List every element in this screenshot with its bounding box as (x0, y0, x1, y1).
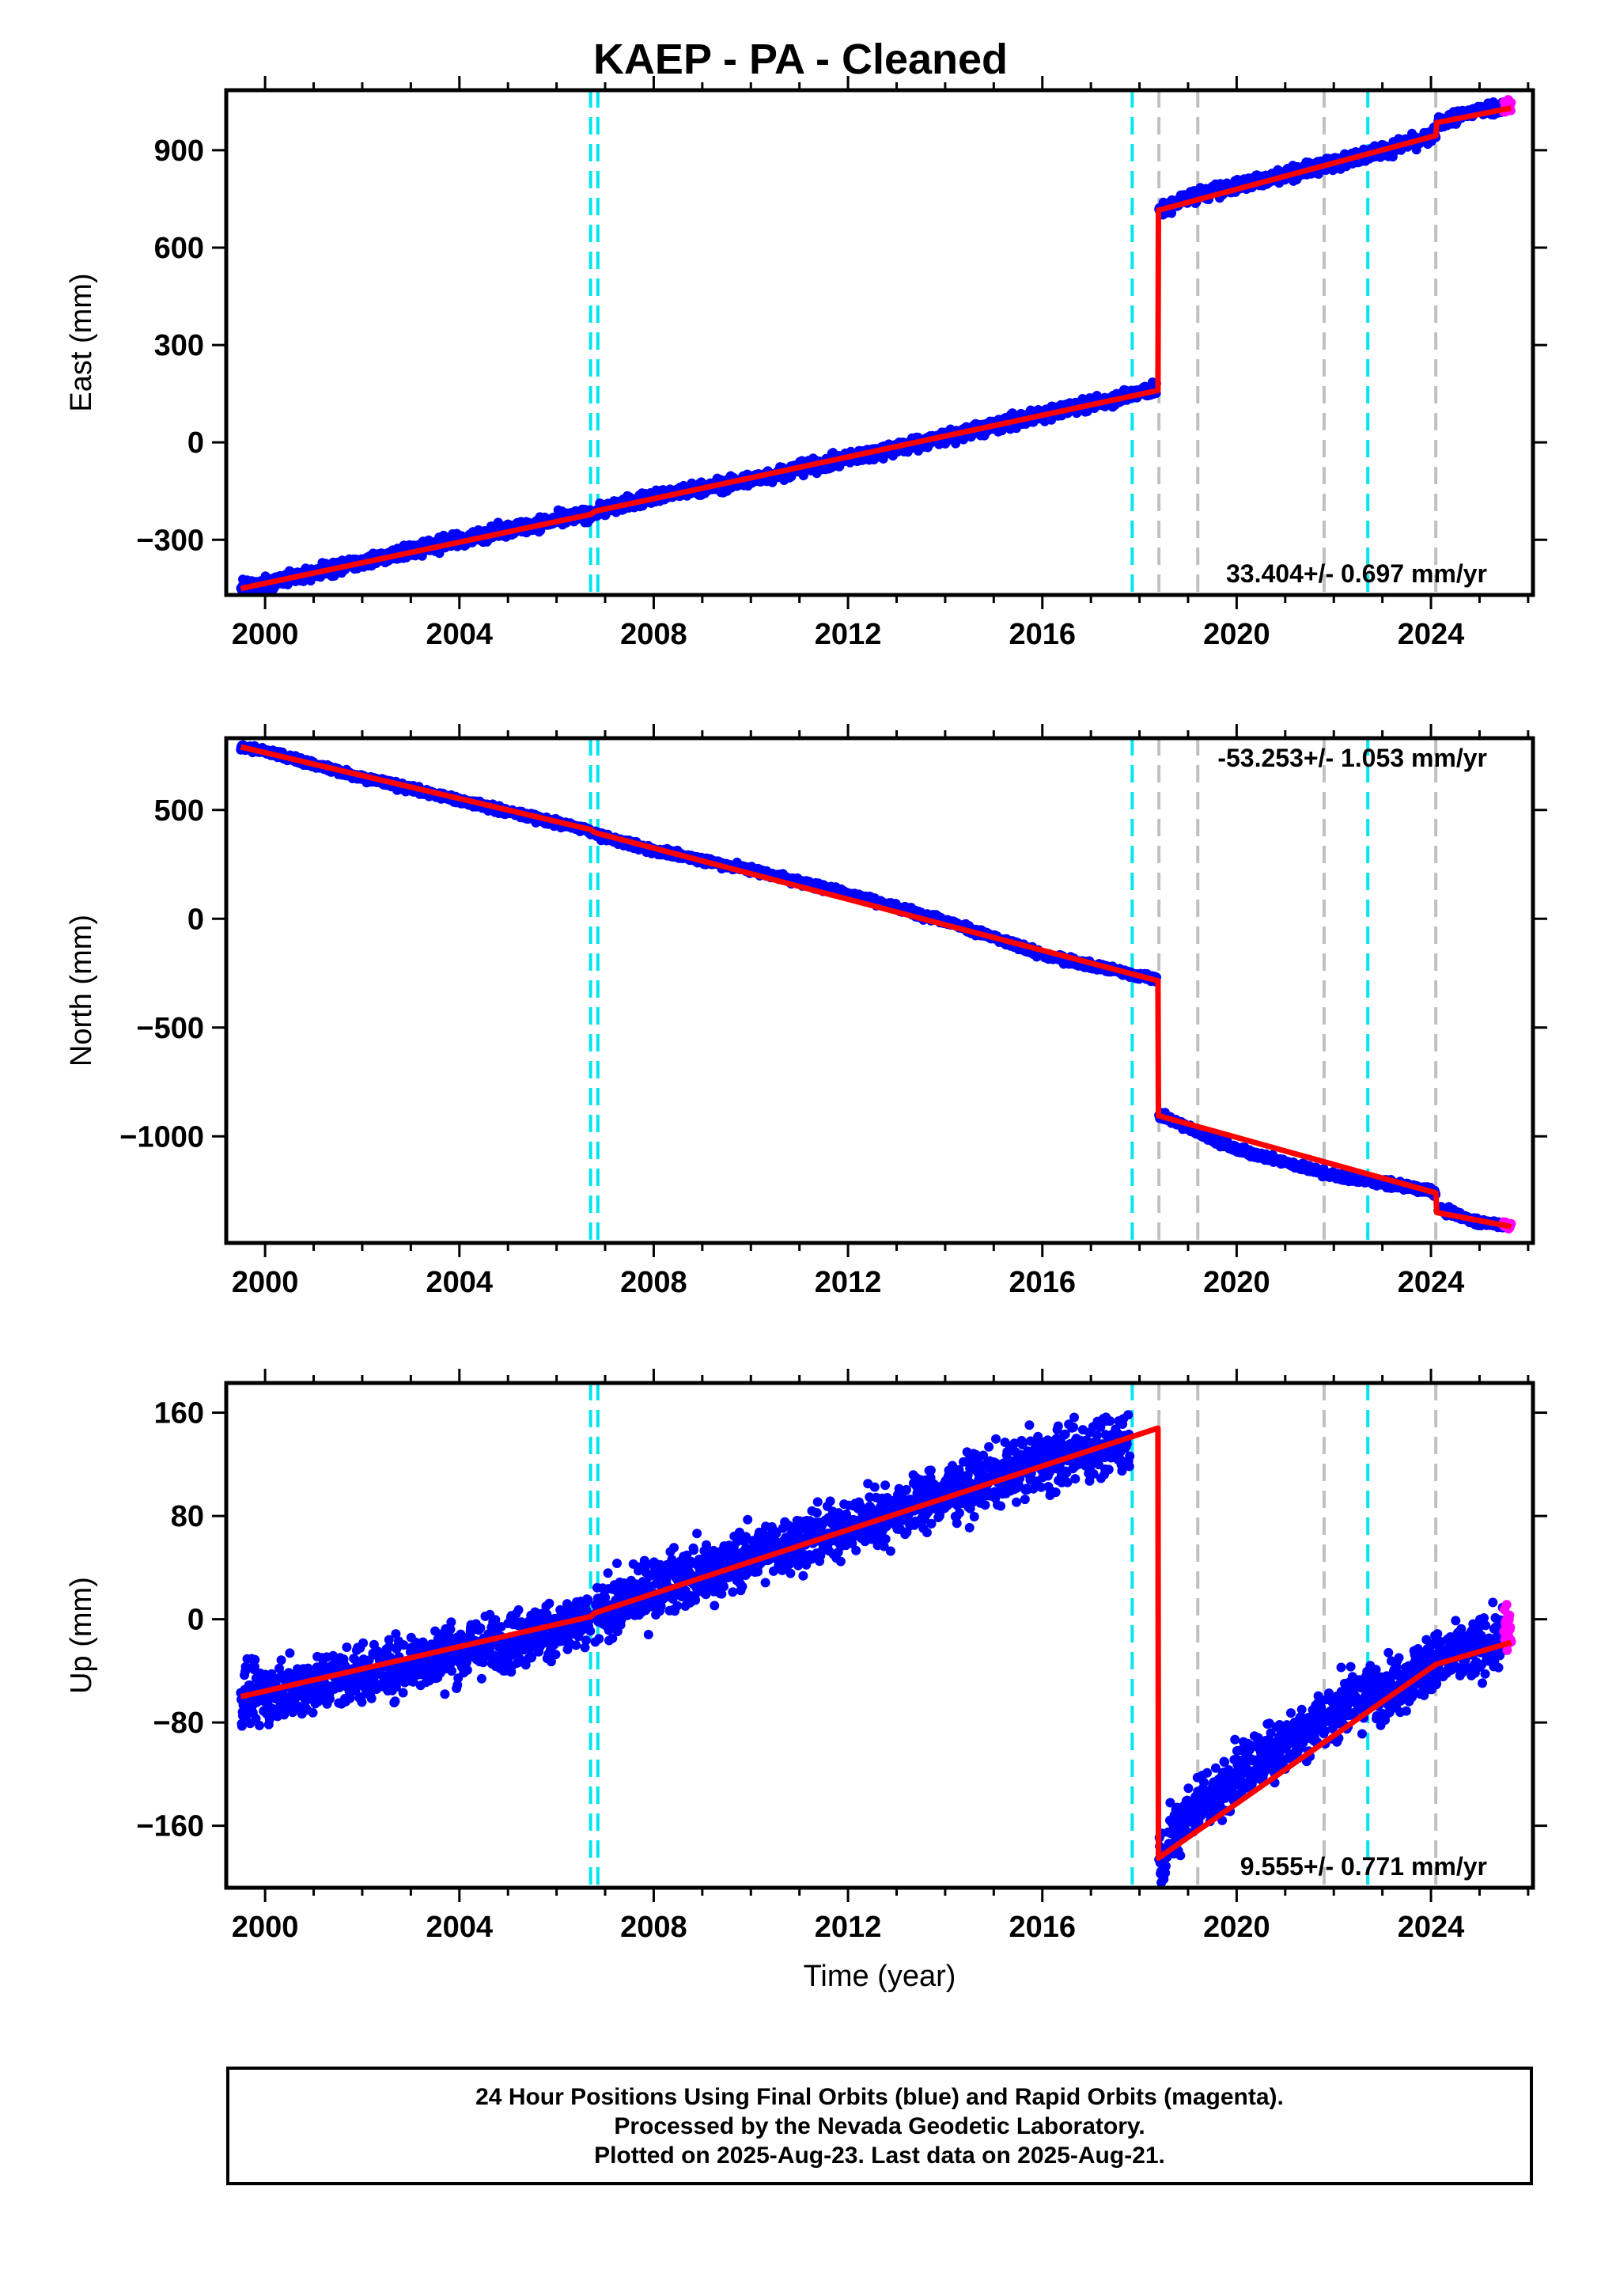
model-fit-line (240, 105, 1512, 592)
y-tick-label: 600 (154, 232, 204, 265)
x-tick-label: 2024 (1398, 618, 1465, 651)
x-tick-label: 2008 (620, 618, 687, 651)
plot-area (236, 738, 1516, 1243)
y-tick-label: 900 (154, 135, 204, 168)
plot-frame (224, 88, 1535, 597)
x-tick-label: 2020 (1203, 618, 1270, 651)
chart-title: KAEP - PA - Cleaned (592, 36, 1009, 83)
y-axis-label: East (mm) (65, 273, 98, 411)
x-tick-label: 2012 (815, 618, 882, 651)
y-tick-label: 0 (187, 426, 204, 460)
final-orbit-points (236, 97, 1509, 595)
y-tick-label: 300 (154, 329, 204, 362)
x-tick-label: 2016 (1009, 618, 1076, 651)
data-point (1506, 97, 1516, 108)
rapid-orbit-points (1499, 95, 1516, 117)
velocity-rate-label: 33.404+/- 0.697 mm/yr (1226, 559, 1487, 588)
x-tick-label: 2004 (426, 618, 494, 651)
x-tick-label: 2000 (232, 618, 299, 651)
y-tick-label: −300 (136, 524, 204, 557)
plot-area (236, 90, 1516, 595)
east-panel: −300 0 300 600 900 2000 2004 2008 2012 2016 2020 20… (65, 76, 1547, 651)
